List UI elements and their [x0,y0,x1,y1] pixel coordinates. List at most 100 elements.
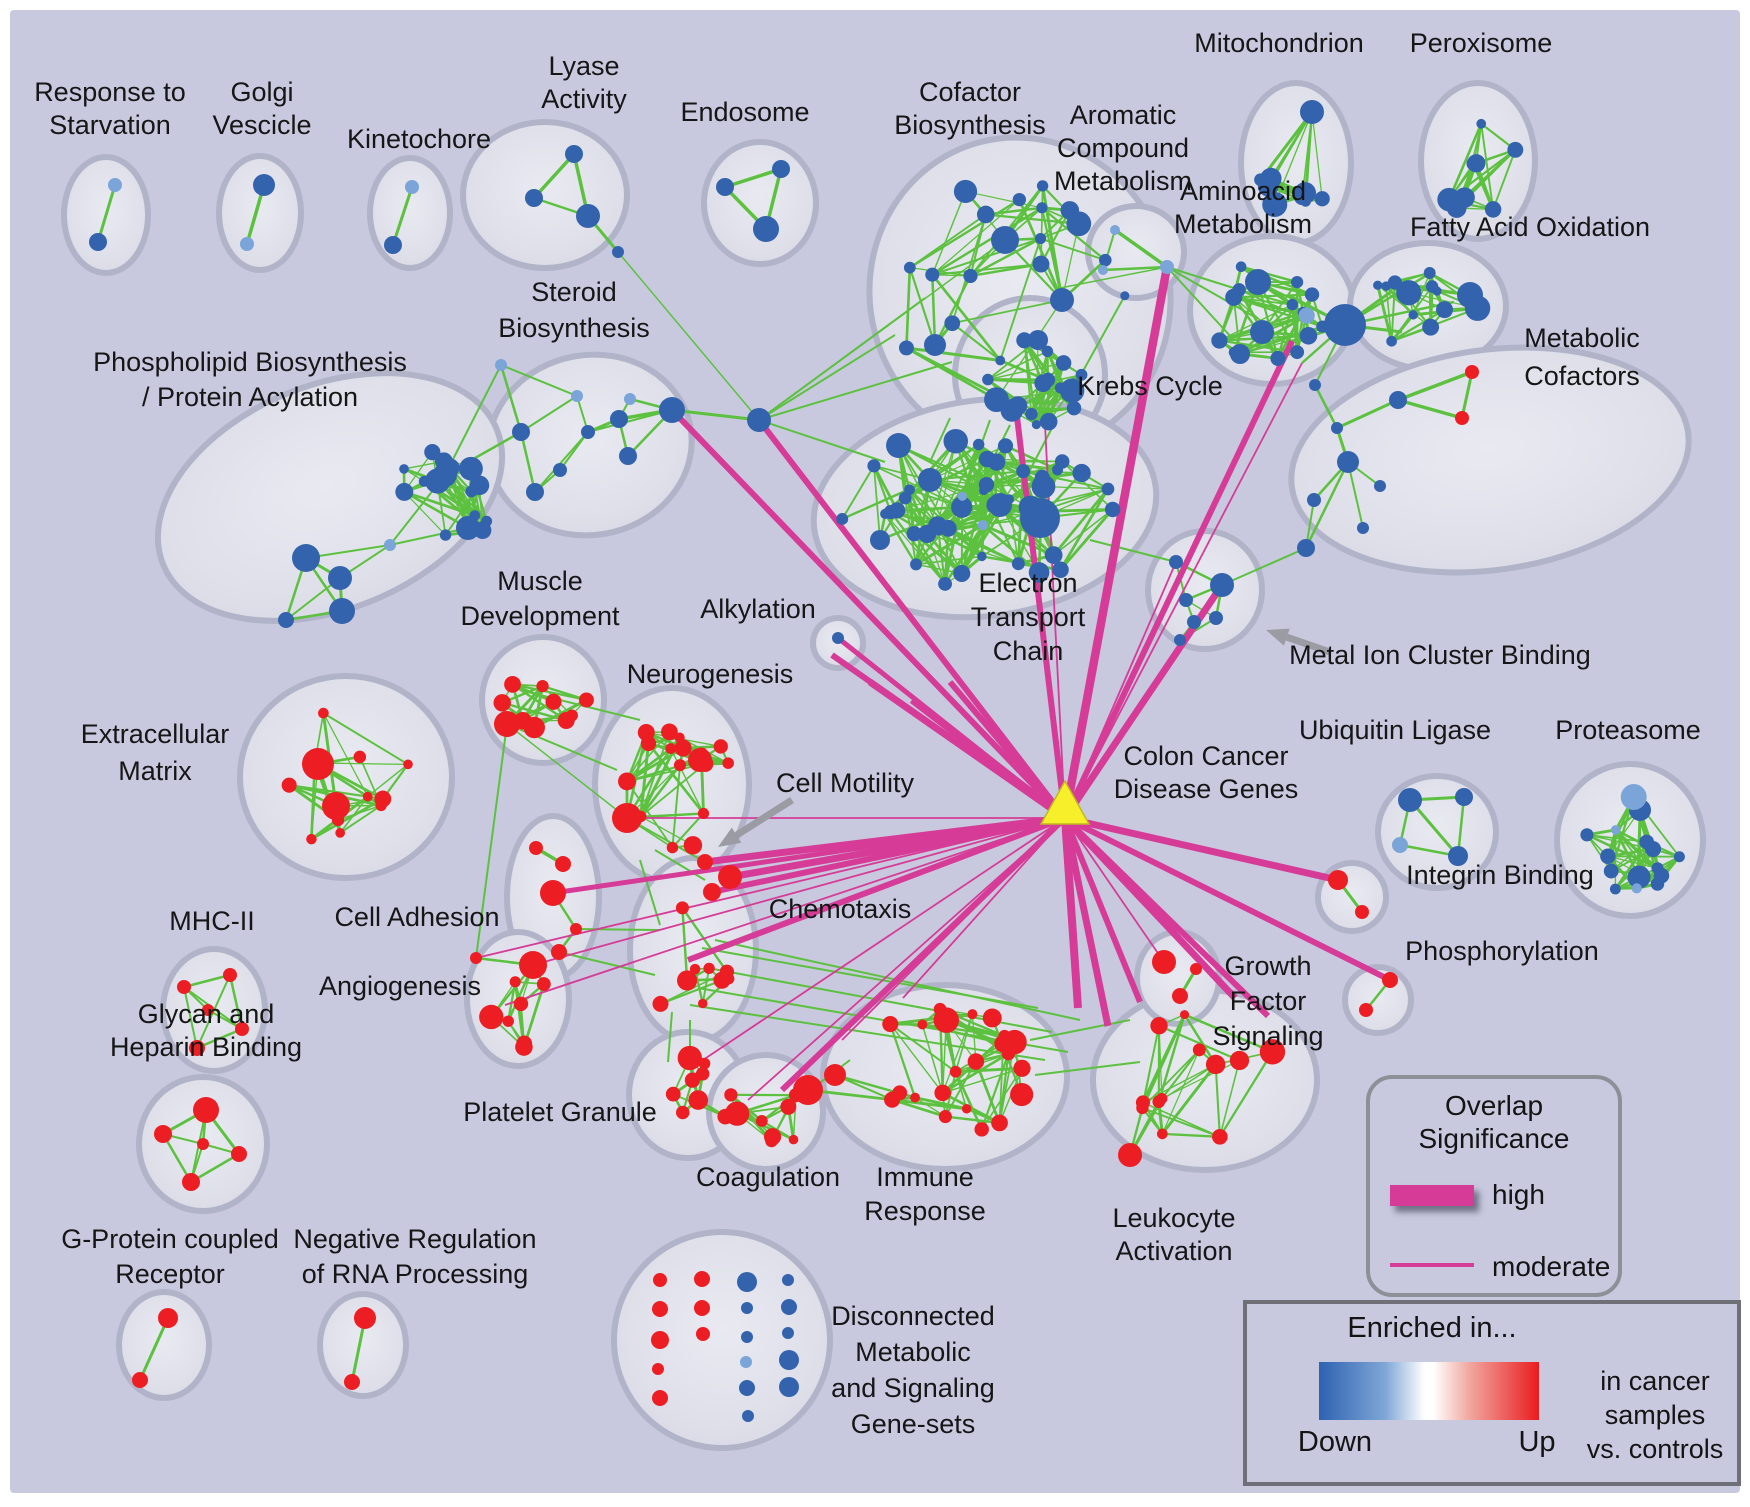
gene-set-node [1259,1039,1286,1065]
overlap-edge [519,689,641,721]
gene-set-node [652,1301,668,1317]
overlap-legend-title: Overlap Significance [1418,1090,1570,1154]
gene-set-node [479,1004,504,1030]
gene-set-node [781,1299,797,1315]
label-response-to-starvation: Starvation [49,110,171,140]
gene-set-node [782,1274,794,1286]
gene-set-node [1031,419,1041,430]
label-glycan-heparin-binding: Glycan and [138,999,275,1029]
gene-set-node [108,178,122,192]
gene-set-node [516,1035,533,1052]
gene-set-node [470,952,482,964]
gene-set-node [1011,557,1025,571]
gene-set-node [1172,988,1188,1004]
label-response-to-starvation: Response to [34,77,186,107]
gene-set-node [529,841,543,855]
cluster-ellipse-phospholipid-biosynthesis [154,370,506,624]
overlap-edge [1029,1019,1131,1041]
disease-overlap-edge-high [1061,817,1082,1009]
label-coagulation: Coagulation [696,1162,840,1192]
gene-set-node [354,1307,376,1329]
gene-set-node [1118,1143,1142,1167]
gene-set-node [1120,291,1130,301]
label-immune-response: Response [864,1196,986,1226]
disease-overlap-edge-moderate [699,817,1066,1063]
overlap-edge [1219,1060,1241,1138]
gene-set-node [328,566,352,590]
gene-set-node [676,1105,690,1120]
overlap-edge [961,504,996,574]
gene-set-node [1650,877,1665,891]
gene-set-node [545,693,562,710]
gene-set-node [322,792,350,820]
label-colon-cancer-disease-genes: Colon Cancer [1123,741,1288,771]
gene-set-node [1290,275,1304,289]
overlap-edge [931,273,1002,362]
gene-set-node [1205,1054,1226,1075]
overlap-edge [507,981,517,1022]
cluster-ellipse-negative-regulation-rna [317,1291,409,1399]
overlap-edge [965,190,1043,209]
gene-set-node [344,1374,360,1390]
metal-ion-arrow [1285,633,1332,656]
overlap-edge [952,299,1063,325]
overlap-edge [996,460,1063,463]
disease-overlap-edge-moderate [1064,817,1165,963]
gene-set-node [1609,883,1621,895]
gene-set-node [612,803,642,833]
overlap-edge [1158,1024,1240,1062]
gene-set-node [740,1356,752,1368]
gene-set-node [967,1053,985,1070]
overlap-edge [1397,398,1463,420]
gene-set-node [674,739,692,757]
gene-set-node [536,680,549,693]
gene-set-node [640,735,657,752]
colon-cancer-hub-triangle [1039,779,1091,825]
overlap-edge [1142,1107,1221,1138]
gene-set-node [1620,784,1647,810]
overlap-edge [724,167,782,189]
gene-set-node [306,833,317,845]
gene-set-node [331,813,345,827]
overlap-edge [671,765,681,848]
gene-set-node [1328,870,1348,890]
gene-set-node [832,632,844,644]
gene-set-node [737,1272,757,1292]
overlap-edge [617,251,760,421]
gene-set-node [1476,118,1487,129]
disease-overlap-edge-high [779,815,1068,1093]
overlap-edge [905,346,998,401]
label-steroid-biosynthesis: Steroid [531,277,617,307]
gene-set-node [1054,454,1070,469]
overlap-edge [1059,488,1110,571]
label-phospholipid-biosynthesis: / Protein Acylation [142,382,358,412]
overlap-edge [932,263,1042,276]
gene-set-node [581,425,595,439]
gene-set-node [949,1065,962,1078]
gene-set-node [1423,267,1436,279]
gene-set-node [772,160,790,178]
label-negative-regulation-rna: of RNA Processing [302,1259,529,1289]
disease-overlap-edge-high [830,652,1067,821]
disease-overlap-edge-moderate [747,817,1066,1101]
cluster-ellipse-kinetochore [367,155,453,271]
overlap-edge [1046,351,1061,389]
overlap-edge [1586,834,1647,843]
cell-motility-arrow [734,797,794,839]
overlap-edge [841,465,875,520]
overlap-edge [1142,1025,1160,1103]
gene-set-node [553,463,567,477]
gene-set-node [938,1110,952,1124]
overlap-edge [1035,362,1065,426]
label-gpcr: Receptor [115,1259,225,1289]
label-kinetochore: Kinetochore [347,124,491,154]
gene-set-node [158,1308,178,1328]
overlap-edge [671,408,760,422]
overlap-edge [758,361,953,421]
gene-set-node [683,836,703,855]
gene-set-node [525,189,543,207]
overlap-edge [534,431,589,493]
overlap-edge [960,490,985,574]
gene-set-node [1002,1029,1027,1055]
overlap-edge [931,274,937,346]
